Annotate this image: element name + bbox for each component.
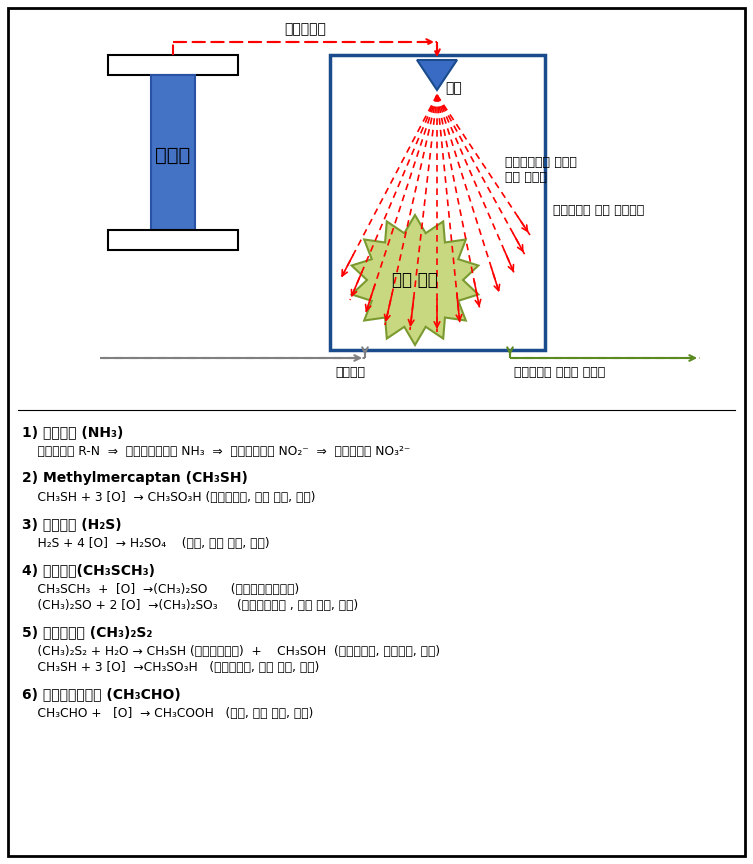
Text: 발생기산소가 포함된
촉매 산화수: 발생기산소가 포함된 촉매 산화수 <box>505 156 577 184</box>
Text: H₂S + 4 [O]  → H₂SO₄    (황산, 물에 가용, 무취): H₂S + 4 [O] → H₂SO₄ (황산, 물에 가용, 무취) <box>22 537 270 550</box>
Text: 악취 물질: 악취 물질 <box>392 271 438 289</box>
Text: (CH₃)₂S₂ + H₂O → CH₃SH (메칠메르캕탄)  +    CH₃SOH  (메타술렜산, 물에가용, 무취): (CH₃)₂S₂ + H₂O → CH₃SH (메칠메르캕탄) + CH₃SOH… <box>22 645 440 658</box>
Text: 3) 황화수소 (H₂S): 3) 황화수소 (H₂S) <box>22 517 122 531</box>
Text: 5) 이황화메칠 (CH₃)₂S₂: 5) 이황화메칠 (CH₃)₂S₂ <box>22 625 152 639</box>
Polygon shape <box>417 60 457 90</box>
Text: 촉매산화수 세정 스크러버: 촉매산화수 세정 스크러버 <box>553 204 645 217</box>
Bar <box>151 75 195 230</box>
Text: 악취물질: 악취물질 <box>335 366 365 379</box>
Text: CH₃CHO +   [O]  → CH₃COOH   (초산, 물에 가용, 무취): CH₃CHO + [O] → CH₃COOH (초산, 물에 가용, 무취) <box>22 707 313 720</box>
Bar <box>330 55 545 350</box>
Text: CH₃SH + 3 [O]  → CH₃SO₃H (메칠술폰산, 물에 가용, 무취): CH₃SH + 3 [O] → CH₃SO₃H (메칠술폰산, 물에 가용, 무… <box>22 491 316 504</box>
PathPatch shape <box>352 215 478 345</box>
Text: 촉매산화수: 촉매산화수 <box>284 22 326 36</box>
Text: CH₃SCH₃  +  [O]  →(CH₃)₂SO      (디메칠술폭사이드): CH₃SCH₃ + [O] →(CH₃)₂SO (디메칠술폭사이드) <box>22 583 299 596</box>
Text: 4) 황화메칠(CH₃SCH₃): 4) 황화메칠(CH₃SCH₃) <box>22 563 155 577</box>
Text: 노즐: 노즐 <box>445 81 462 95</box>
Text: 유기성질소 R-N  ⇒  암모니아성질소 NH₃  ⇒  아질산성질소 NO₂⁻  ⇒  질산설질소 NO₃²⁻: 유기성질소 R-N ⇒ 암모니아성질소 NH₃ ⇒ 아질산성질소 NO₂⁻ ⇒ … <box>22 445 410 458</box>
Bar <box>108 230 238 250</box>
Bar <box>108 55 238 75</box>
Text: 6) 아세트알데히드 (CH₃CHO): 6) 아세트알데히드 (CH₃CHO) <box>22 687 181 701</box>
Text: 촉매탑: 촉매탑 <box>155 145 191 164</box>
Text: CH₃SH + 3 [O]  →CH₃SO₃H   (메타솔폰산, 물에 가용, 무취): CH₃SH + 3 [O] →CH₃SO₃H (메타솔폰산, 물에 가용, 무취… <box>22 661 319 674</box>
Text: 2) Methylmercaptan (CH₃SH): 2) Methylmercaptan (CH₃SH) <box>22 471 248 485</box>
Text: 악취물질이 용해된 배출수: 악취물질이 용해된 배출수 <box>514 366 605 379</box>
Text: 1) 암모니아 (NH₃): 1) 암모니아 (NH₃) <box>22 425 123 439</box>
Text: (CH₃)₂SO + 2 [O]  →(CH₃)₂SO₃     (디메칠술폰산 , 물에 가용, 무취): (CH₃)₂SO + 2 [O] →(CH₃)₂SO₃ (디메칠술폰산 , 물에… <box>22 599 358 612</box>
